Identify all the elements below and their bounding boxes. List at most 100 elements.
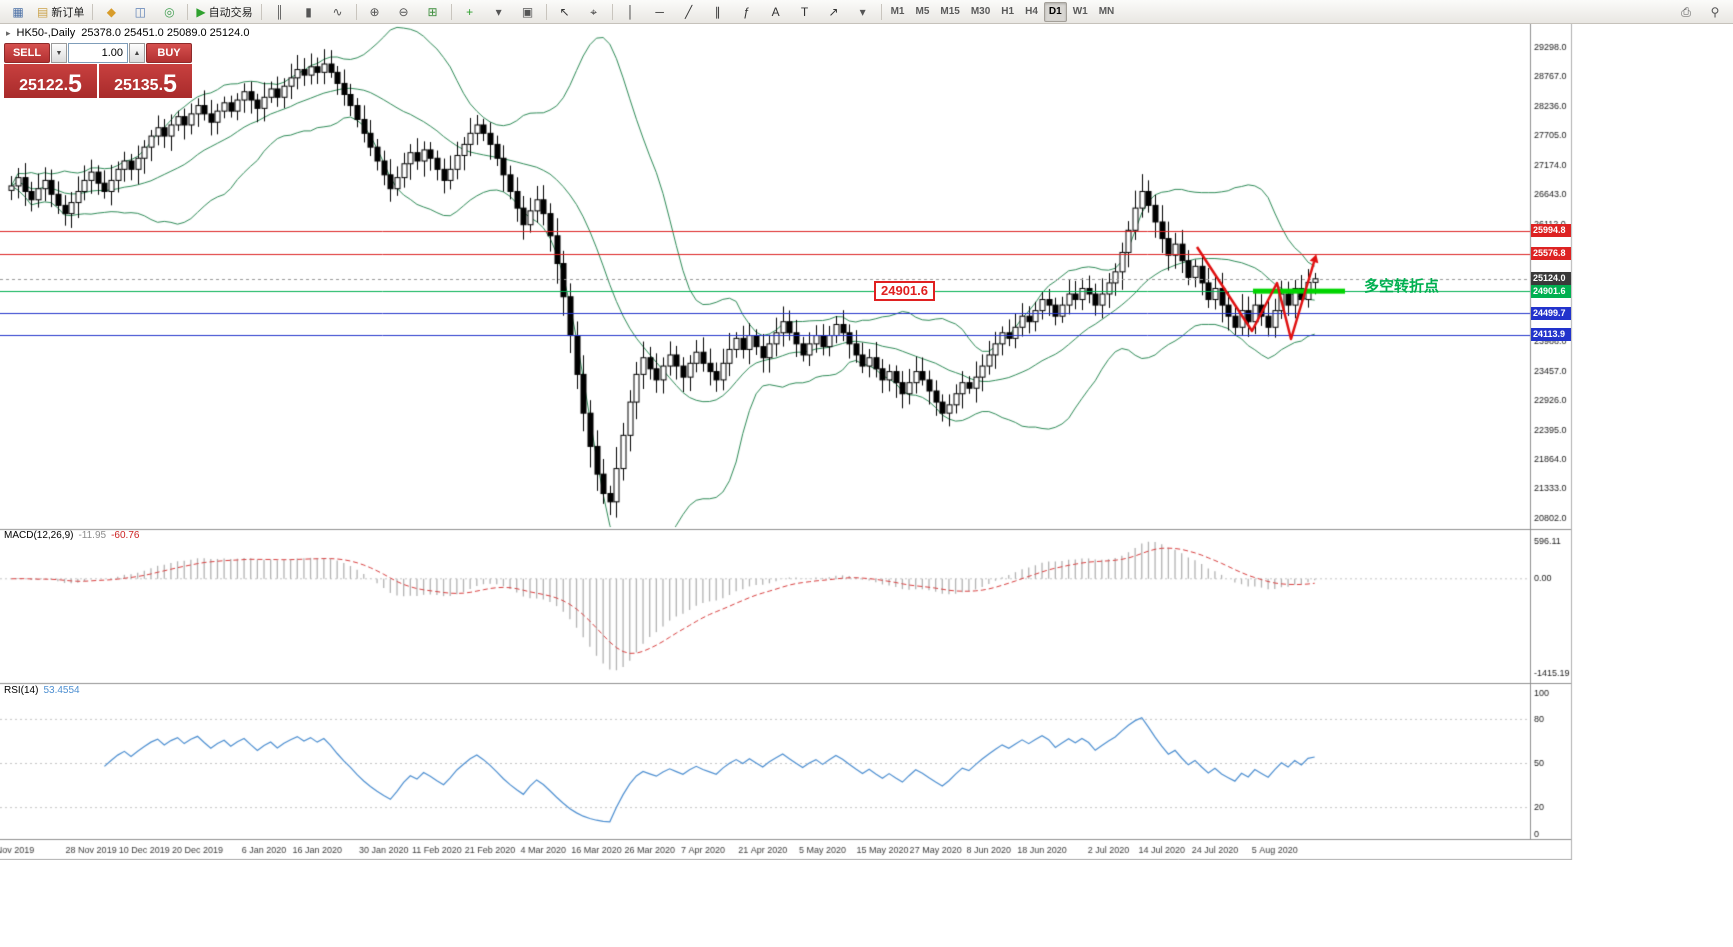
community-icon: ◎ [164,4,175,19]
arrows-button[interactable]: ↗ [820,1,848,23]
funds-button[interactable]: ◆ [97,1,125,23]
toolbar-separator [880,3,882,20]
tile-windows-button[interactable]: ⊞ [419,1,447,23]
zoom-in-icon: ⊕ [369,4,380,19]
bar-chart-icon: ║ [275,4,284,19]
templates-button[interactable]: ▣ [514,1,542,23]
volume-down-button[interactable]: ▼ [51,43,67,63]
community-button[interactable]: ◎ [155,1,183,23]
horizontal-line-icon: ─ [655,4,664,19]
crosshair-icon: ⌖ [590,4,597,19]
price-chart-canvas[interactable] [0,24,1733,860]
bar-chart-button[interactable]: ║ [266,1,294,23]
cursor-button[interactable]: ↖ [551,1,579,23]
auto-trading-button[interactable]: ▶ 自动交易 [192,1,256,23]
timeframe-w1-button[interactable]: W1 [1072,6,1088,17]
price-badge: 25576.8 [1531,247,1571,261]
indicators-button[interactable]: + [456,1,484,23]
buy-price-big-digit: 5 [163,70,177,98]
sell-price-big-digit: 5 [68,70,82,98]
zoom-out-button[interactable]: ⊖ [390,1,418,23]
macd-main-value: -11.95 [78,530,107,541]
toolbar-separator [260,3,262,20]
line-chart-icon: ∿ [332,4,343,19]
vertical-line-button[interactable]: │ [617,1,645,23]
candlestick-chart-button[interactable]: ▮ [295,1,323,23]
candlestick-chart-icon: ▮ [305,4,312,19]
fibonacci-icon: ƒ [743,4,750,19]
channel-button[interactable]: ∥ [704,1,732,23]
auto-trading-icon: ▶ [196,4,206,19]
buy-button[interactable]: BUY [146,43,192,63]
timeframe-m1-button[interactable]: M1 [890,6,905,17]
timeframe-h4-button[interactable]: H4 [1025,6,1038,17]
pane-separator-rsi[interactable] [0,681,1572,686]
price-axis[interactable] [1530,24,1571,839]
toolbar-separator [355,3,357,20]
price-badge: 24499.7 [1531,306,1571,320]
funds-icon: ◆ [106,4,116,19]
volume-input[interactable] [68,43,128,63]
accounts-icon: ◫ [134,4,147,19]
label-icon: T [800,4,809,19]
fibonacci-button[interactable]: ƒ [733,1,761,23]
one-click-controls: SELL ▼ ▲ BUY [4,43,192,63]
tile-windows-icon: ⊞ [427,4,438,19]
new-order-button[interactable]: ▤ 新订单 [33,1,88,23]
time-axis[interactable] [0,839,1572,860]
new-order-label: 新订单 [51,6,85,19]
timeframe-m30-button[interactable]: M30 [970,6,991,17]
search-icon: ⚲ [1710,4,1720,19]
sell-price: 25122. [19,77,69,94]
timeframe-h1-button[interactable]: H1 [1001,6,1015,17]
timeframe-mn-button[interactable]: MN [1098,6,1115,17]
price-badge: 24113.9 [1531,328,1571,342]
toolbar-separator [92,3,94,20]
timeframe-d1-button[interactable]: D1 [1043,1,1067,22]
volume-up-button[interactable]: ▲ [129,43,145,63]
symbol-timeframe-label: HK50-,Daily [16,27,76,39]
objects-dropdown-button[interactable]: ▾ [849,1,877,23]
rsi-indicator-label: RSI(14) 53.4554 [4,685,80,696]
print-icon: ⎙ [1681,4,1691,19]
indicators-list-icon: ▾ [495,4,502,19]
templates-icon: ▣ [521,4,534,19]
timeframe-m5-button[interactable]: M5 [915,6,930,17]
ohlc-values: 25378.0 25451.0 25089.0 25124.0 [81,27,250,39]
timeframe-m15-button[interactable]: M15 [940,6,960,17]
macd-indicator-label: MACD(12,26,9) -11.95 -60.76 [4,530,139,541]
chart-window: 25994.8 25576.8 25124.0 24901.6 24499.7 24113… [0,24,1733,947]
price-badge: 25124.0 [1531,272,1571,286]
text-button[interactable]: A [762,1,790,23]
print-button[interactable]: ⎙ [1672,1,1700,23]
price-level-annotation[interactable]: 24901.6 [874,281,935,301]
zoom-in-button[interactable]: ⊕ [361,1,389,23]
chart-marker-icon: ▸ [6,27,11,38]
sell-button[interactable]: SELL [4,43,50,63]
one-click-prices: 25122. 5 25135. 5 [4,64,192,98]
label-button[interactable]: T [791,1,819,23]
crosshair-button[interactable]: ⌖ [580,1,608,23]
trendline-icon: ╱ [684,4,693,19]
pane-separator-macd[interactable] [0,527,1572,532]
price-badge: 24901.6 [1531,284,1571,298]
zoom-out-icon: ⊖ [398,4,409,19]
pivot-annotation-text[interactable]: 多空转折点 [1364,278,1440,295]
sell-price-tile[interactable]: 25122. 5 [4,64,97,98]
rsi-value: 53.4554 [43,685,80,696]
indicators-list-button[interactable]: ▾ [485,1,513,23]
buy-price-tile[interactable]: 25135. 5 [99,64,192,98]
auto-trading-label: 自动交易 [208,6,253,19]
macd-signal-value: -60.76 [111,530,140,541]
horizontal-line-button[interactable]: ─ [646,1,674,23]
rsi-label: RSI(14) [4,685,39,696]
accounts-button[interactable]: ◫ [126,1,154,23]
search-button[interactable]: ⚲ [1701,1,1729,23]
objects-dropdown-icon: ▾ [859,4,866,19]
text-icon: A [771,4,780,19]
trendline-button[interactable]: ╱ [675,1,703,23]
new-chart-button[interactable]: ▦ [4,1,32,23]
line-chart-button[interactable]: ∿ [324,1,352,23]
toolbar-separator [450,3,452,20]
